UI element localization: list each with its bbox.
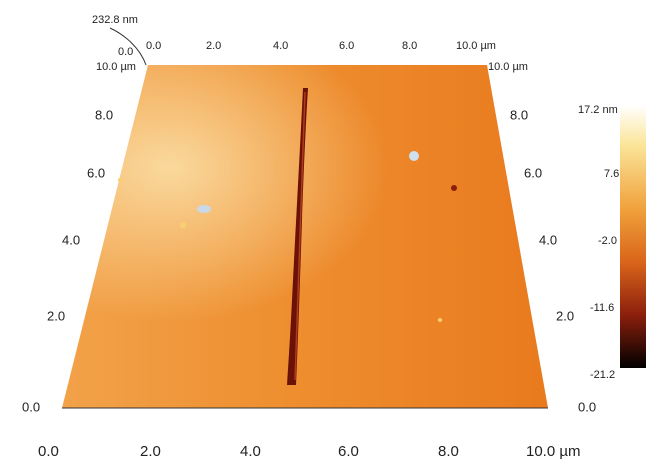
right-tick-label: 6.0 bbox=[524, 165, 542, 180]
color-scale-label: -2.0 bbox=[598, 235, 617, 247]
right-tick-label: 2.0 bbox=[556, 308, 574, 323]
top-tick-label: 6.0 bbox=[339, 40, 354, 52]
bottom-tick-label: 4.0 bbox=[240, 443, 261, 460]
left-tick-label: 4.0 bbox=[62, 232, 80, 247]
left-tick-label: 8.0 bbox=[95, 107, 113, 122]
bottom-tick-label: 6.0 bbox=[338, 443, 359, 460]
color-scale-label: 7.6 bbox=[604, 168, 619, 180]
top-tick-label: 8.0 bbox=[402, 40, 417, 52]
color-scale-label: -11.6 bbox=[590, 302, 614, 314]
top-tick-label: 10.0 µm bbox=[456, 40, 496, 52]
bottom-tick-label: 8.0 bbox=[438, 443, 459, 460]
bottom-tick-label: 0.0 bbox=[38, 443, 59, 460]
bottom-tick-label: 10.0 µm bbox=[526, 443, 581, 460]
right-top-label: 10.0 µm bbox=[488, 61, 528, 73]
surface bbox=[62, 65, 548, 408]
top-tick-label: 2.0 bbox=[206, 40, 221, 52]
color-scale-label: -21.2 bbox=[590, 369, 615, 381]
left-tick-label: 0.0 bbox=[22, 399, 40, 414]
top-tick-label: 4.0 bbox=[273, 40, 288, 52]
color-scale-label: 17.2 nm bbox=[578, 104, 618, 116]
origin-label: 0.0 bbox=[118, 46, 133, 58]
right-tick-label: 4.0 bbox=[539, 232, 557, 247]
left-tick-label: 2.0 bbox=[47, 308, 65, 323]
left-top-label: 10.0 µm bbox=[96, 61, 136, 73]
top-tick-label: 0.0 bbox=[146, 40, 161, 52]
right-tick-label: 0.0 bbox=[578, 399, 596, 414]
bottom-tick-label: 2.0 bbox=[140, 443, 161, 460]
color-bar bbox=[620, 105, 646, 368]
left-tick-label: 6.0 bbox=[87, 165, 105, 180]
afm-view: 232.8 nm 0.0 10.0 µm 10.0 µm 0.0 2.0 4.0 6.… bbox=[0, 0, 646, 462]
right-tick-label: 8.0 bbox=[510, 107, 528, 122]
height-label: 232.8 nm bbox=[92, 14, 138, 26]
